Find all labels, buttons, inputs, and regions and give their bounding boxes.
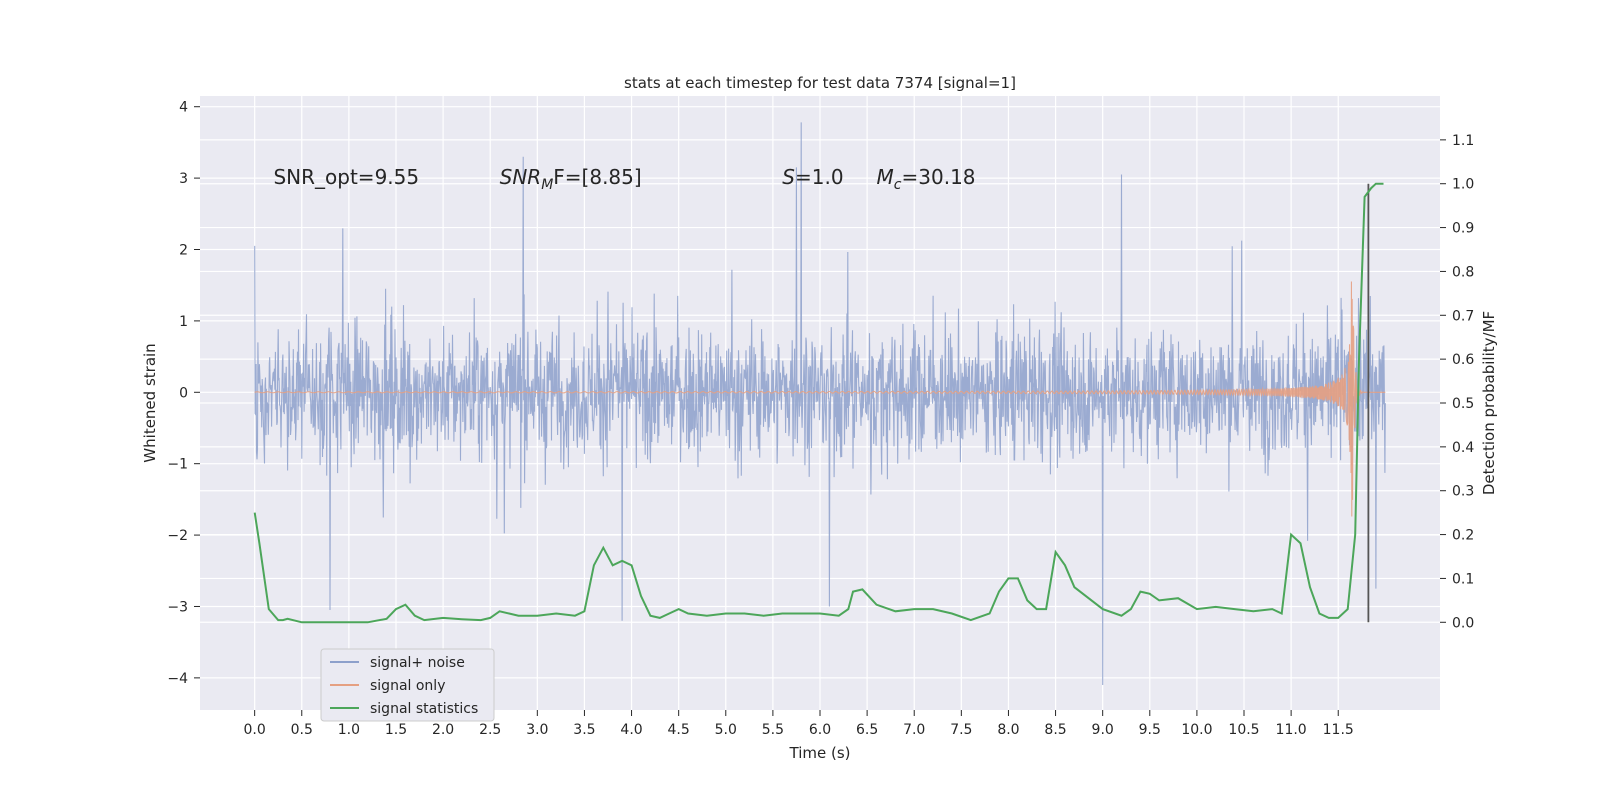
x-tick-label-21: 10.5 <box>1228 722 1259 738</box>
x-tick-label-15: 7.5 <box>950 722 972 738</box>
statistics-line <box>253 182 1384 624</box>
y-axis-label: Whitened strain <box>141 343 159 462</box>
legend-box <box>320 648 495 722</box>
x-tick-label-11: 5.5 <box>762 722 784 738</box>
chirp-trace <box>254 281 1386 517</box>
chart-title: stats at each timestep for test data 737… <box>624 74 1016 92</box>
annotation-2: S=1.0 <box>782 165 843 189</box>
annotation-3: Mc=30.18 <box>877 165 976 193</box>
y-tick-label-7: 3 <box>179 171 188 187</box>
x-tick-label-22: 11.0 <box>1276 722 1307 738</box>
annotation-1: SNRMF=[8.85] <box>500 165 642 193</box>
x-tick-label-4: 2.0 <box>432 722 454 738</box>
y2-tick-label-2: 0.2 <box>1452 528 1474 544</box>
y2-tick-label-1: 0.1 <box>1452 571 1474 587</box>
y2-tick-label-9: 0.9 <box>1452 221 1474 237</box>
x-tick-label-10: 5.0 <box>715 722 737 738</box>
x-tick-label-7: 3.5 <box>573 722 595 738</box>
y2-axis-ticks: 0.0 0.1 0.2 0.3 0.4 0.5 0.6 0.7 0.8 0.9 1.0 1.1 <box>1440 133 1474 631</box>
x-tick-label-12: 6.0 <box>809 722 831 738</box>
x-tick-label-20: 10.0 <box>1181 722 1212 738</box>
y-tick-label-8: 4 <box>179 100 188 116</box>
x-axis-label: Time (s) <box>789 744 851 762</box>
grid <box>200 96 1440 710</box>
x-tick-label-5: 2.5 <box>479 722 501 738</box>
series-signal-only <box>254 281 1386 517</box>
y2-tick-label-4: 0.4 <box>1452 440 1474 456</box>
y-tick-label-5: 1 <box>179 314 188 330</box>
x-axis-ticks: 0.0 0.5 1.0 1.5 2.0 2.5 3.0 3.5 4.0 4.5 5.0 5.5 6.0 6… <box>244 710 1354 738</box>
x-tick-label-14: 7.0 <box>903 722 925 738</box>
annotations: SNR_opt=9.55 SNRMF=[8.85] S=1.0 Mc=30.18 <box>273 165 975 193</box>
series-signal-noise <box>254 122 1386 686</box>
x-tick-label-13: 6.5 <box>856 722 878 738</box>
x-tick-label-1: 0.5 <box>291 722 313 738</box>
y2-tick-label-11: 1.1 <box>1452 133 1474 149</box>
y2-tick-label-10: 1.0 <box>1452 177 1474 193</box>
y2-tick-label-3: 0.3 <box>1452 484 1474 500</box>
y-tick-label-6: 2 <box>179 243 188 259</box>
x-tick-label-23: 11.5 <box>1323 722 1354 738</box>
annotation-0: SNR_opt=9.55 <box>273 165 419 189</box>
y-tick-label-4: 0 <box>179 385 188 401</box>
x-tick-label-3: 1.5 <box>385 722 407 738</box>
x-tick-label-17: 8.5 <box>1044 722 1066 738</box>
y-tick-label-1: −3 <box>167 599 188 615</box>
y2-tick-label-7: 0.7 <box>1452 308 1474 324</box>
y2-tick-label-0: 0.0 <box>1452 615 1474 631</box>
x-tick-label-18: 9.0 <box>1092 722 1114 738</box>
noise-trace <box>254 122 1386 686</box>
series-signal-statistics <box>253 182 1384 624</box>
y-tick-label-0: −4 <box>167 671 188 687</box>
legend-label-signal-noise: signal+ noise <box>370 655 465 671</box>
y2-tick-label-5: 0.5 <box>1452 396 1474 412</box>
legend-label-signal-only: signal only <box>370 678 445 694</box>
x-tick-label-0: 0.0 <box>244 722 266 738</box>
y-tick-label-2: −2 <box>167 528 188 544</box>
x-tick-label-2: 1.0 <box>338 722 360 738</box>
x-tick-label-16: 8.0 <box>997 722 1019 738</box>
x-tick-label-8: 4.0 <box>620 722 642 738</box>
y2-axis-label: Detection probability/MF <box>1480 311 1498 495</box>
legend-label-signal-statistics: signal statistics <box>370 701 478 717</box>
x-tick-label-9: 4.5 <box>668 722 690 738</box>
y2-tick-label-6: 0.6 <box>1452 352 1474 368</box>
y-axis-ticks: −4 −3 −2 −1 0 1 2 3 4 <box>167 100 200 687</box>
x-tick-label-19: 9.5 <box>1139 722 1161 738</box>
x-tick-label-6: 3.0 <box>526 722 548 738</box>
legend: signal+ noise signal only signal statist… <box>320 648 495 722</box>
y2-tick-label-8: 0.8 <box>1452 264 1474 280</box>
y-tick-label-3: −1 <box>167 457 188 473</box>
